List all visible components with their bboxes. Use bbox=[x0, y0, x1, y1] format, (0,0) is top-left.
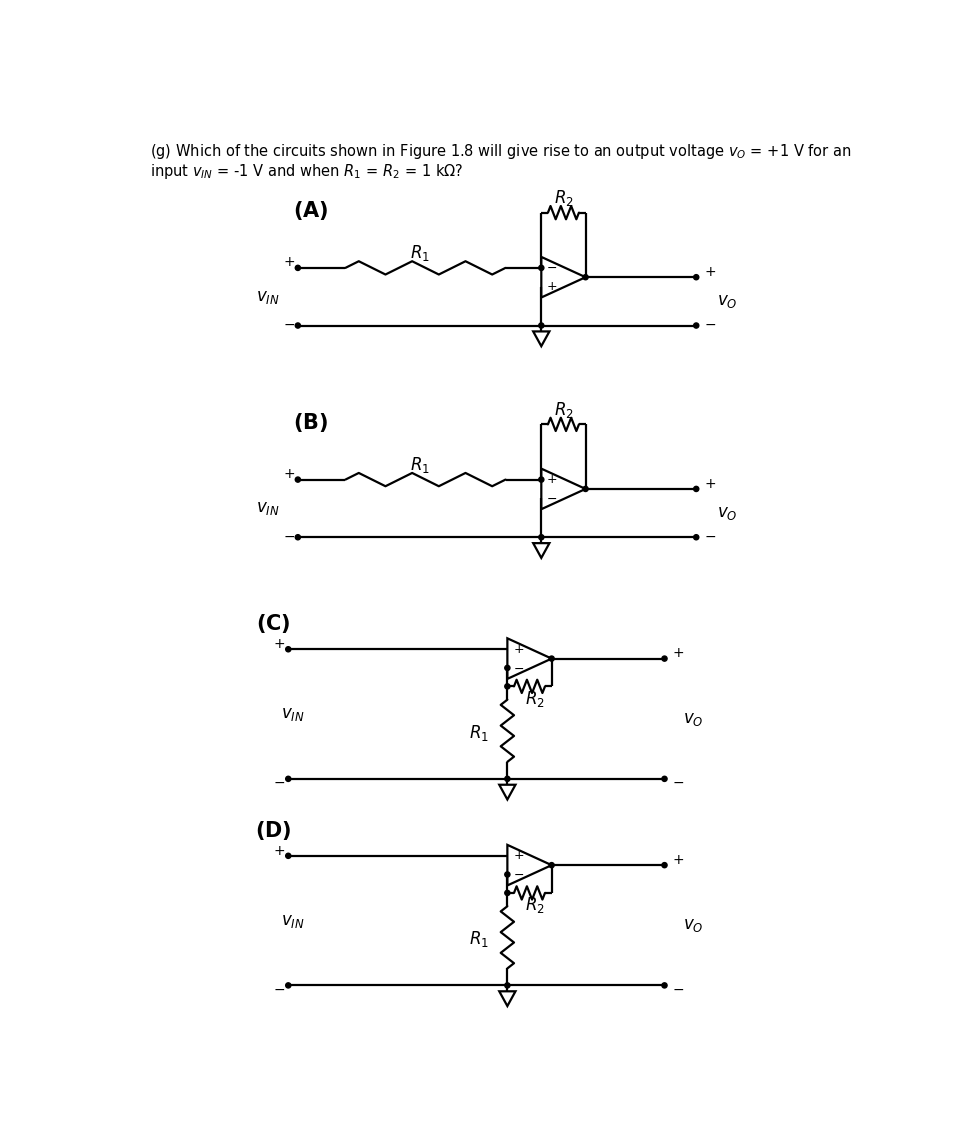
Circle shape bbox=[538, 323, 543, 328]
Text: $v_O$: $v_O$ bbox=[682, 916, 702, 934]
Text: $+$: $+$ bbox=[703, 265, 715, 279]
Text: $+$: $+$ bbox=[546, 473, 558, 486]
Text: $-$: $-$ bbox=[274, 981, 285, 996]
Circle shape bbox=[504, 983, 510, 988]
Text: $v_{IN}$: $v_{IN}$ bbox=[255, 499, 279, 517]
Text: $R_1$: $R_1$ bbox=[409, 243, 429, 263]
Circle shape bbox=[504, 684, 510, 689]
Text: $+$: $+$ bbox=[274, 844, 285, 858]
Text: $R_2$: $R_2$ bbox=[525, 689, 545, 709]
Text: $v_O$: $v_O$ bbox=[716, 292, 737, 311]
Circle shape bbox=[538, 477, 543, 482]
Text: $+$: $+$ bbox=[283, 467, 294, 481]
Circle shape bbox=[504, 777, 510, 781]
Text: $R_2$: $R_2$ bbox=[525, 895, 545, 916]
Circle shape bbox=[661, 656, 666, 661]
Circle shape bbox=[285, 983, 291, 988]
Text: $+$: $+$ bbox=[703, 476, 715, 491]
Circle shape bbox=[693, 534, 698, 540]
Circle shape bbox=[295, 265, 300, 271]
Text: $v_O$: $v_O$ bbox=[716, 504, 737, 522]
Circle shape bbox=[285, 853, 291, 859]
Circle shape bbox=[295, 534, 300, 540]
Text: $-$: $-$ bbox=[512, 661, 523, 675]
Text: $-$: $-$ bbox=[512, 868, 523, 880]
Text: $\mathbf{(B)}$: $\mathbf{(B)}$ bbox=[293, 411, 328, 434]
Circle shape bbox=[693, 323, 698, 328]
Circle shape bbox=[285, 777, 291, 781]
Circle shape bbox=[504, 871, 510, 877]
Circle shape bbox=[295, 477, 300, 482]
Text: $-$: $-$ bbox=[546, 262, 557, 274]
Text: $v_{IN}$: $v_{IN}$ bbox=[255, 288, 279, 306]
Circle shape bbox=[295, 323, 300, 328]
Text: $+$: $+$ bbox=[512, 850, 523, 862]
Text: $+$: $+$ bbox=[274, 637, 285, 651]
Circle shape bbox=[504, 891, 510, 895]
Circle shape bbox=[693, 274, 698, 280]
Text: $\mathbf{(A)}$: $\mathbf{(A)}$ bbox=[293, 200, 328, 223]
Text: $-$: $-$ bbox=[283, 529, 294, 542]
Text: $-$: $-$ bbox=[703, 317, 715, 331]
Circle shape bbox=[693, 486, 698, 491]
Circle shape bbox=[504, 666, 510, 670]
Text: $+$: $+$ bbox=[546, 280, 558, 293]
Text: $R_1$: $R_1$ bbox=[409, 455, 429, 475]
Text: $v_{IN}$: $v_{IN}$ bbox=[280, 705, 304, 723]
Circle shape bbox=[285, 646, 291, 652]
Circle shape bbox=[538, 265, 543, 271]
Text: $-$: $-$ bbox=[546, 492, 557, 505]
Circle shape bbox=[582, 274, 588, 280]
Text: $+$: $+$ bbox=[512, 643, 523, 656]
Circle shape bbox=[661, 777, 666, 781]
Text: $+$: $+$ bbox=[671, 853, 683, 867]
Circle shape bbox=[582, 486, 588, 491]
Circle shape bbox=[661, 983, 666, 988]
Text: $-$: $-$ bbox=[703, 529, 715, 542]
Text: $R_1$: $R_1$ bbox=[469, 723, 488, 742]
Text: $-$: $-$ bbox=[274, 774, 285, 789]
Text: $-$: $-$ bbox=[283, 317, 294, 331]
Circle shape bbox=[549, 862, 554, 868]
Circle shape bbox=[661, 862, 666, 868]
Text: $v_O$: $v_O$ bbox=[682, 709, 702, 727]
Text: $R_1$: $R_1$ bbox=[469, 930, 488, 949]
Text: $v_{IN}$: $v_{IN}$ bbox=[280, 911, 304, 930]
Text: $R_2$: $R_2$ bbox=[553, 400, 573, 419]
Text: $+$: $+$ bbox=[283, 255, 294, 270]
Text: input $v_{IN}$ = -1 V and when $R_1$ = $R_2$ = 1 k$\Omega$?: input $v_{IN}$ = -1 V and when $R_1$ = $… bbox=[151, 162, 463, 182]
Text: $+$: $+$ bbox=[671, 646, 683, 660]
Circle shape bbox=[538, 534, 543, 540]
Text: $\mathbf{(C)}$: $\mathbf{(C)}$ bbox=[256, 612, 291, 635]
Text: $-$: $-$ bbox=[671, 774, 683, 789]
Text: (g) Which of the circuits shown in Figure 1.8 will give rise to an output voltag: (g) Which of the circuits shown in Figur… bbox=[151, 143, 851, 161]
Text: $-$: $-$ bbox=[671, 981, 683, 996]
Circle shape bbox=[549, 656, 554, 661]
Text: $R_2$: $R_2$ bbox=[553, 188, 573, 208]
Text: $\mathbf{(D)}$: $\mathbf{(D)}$ bbox=[255, 819, 292, 842]
